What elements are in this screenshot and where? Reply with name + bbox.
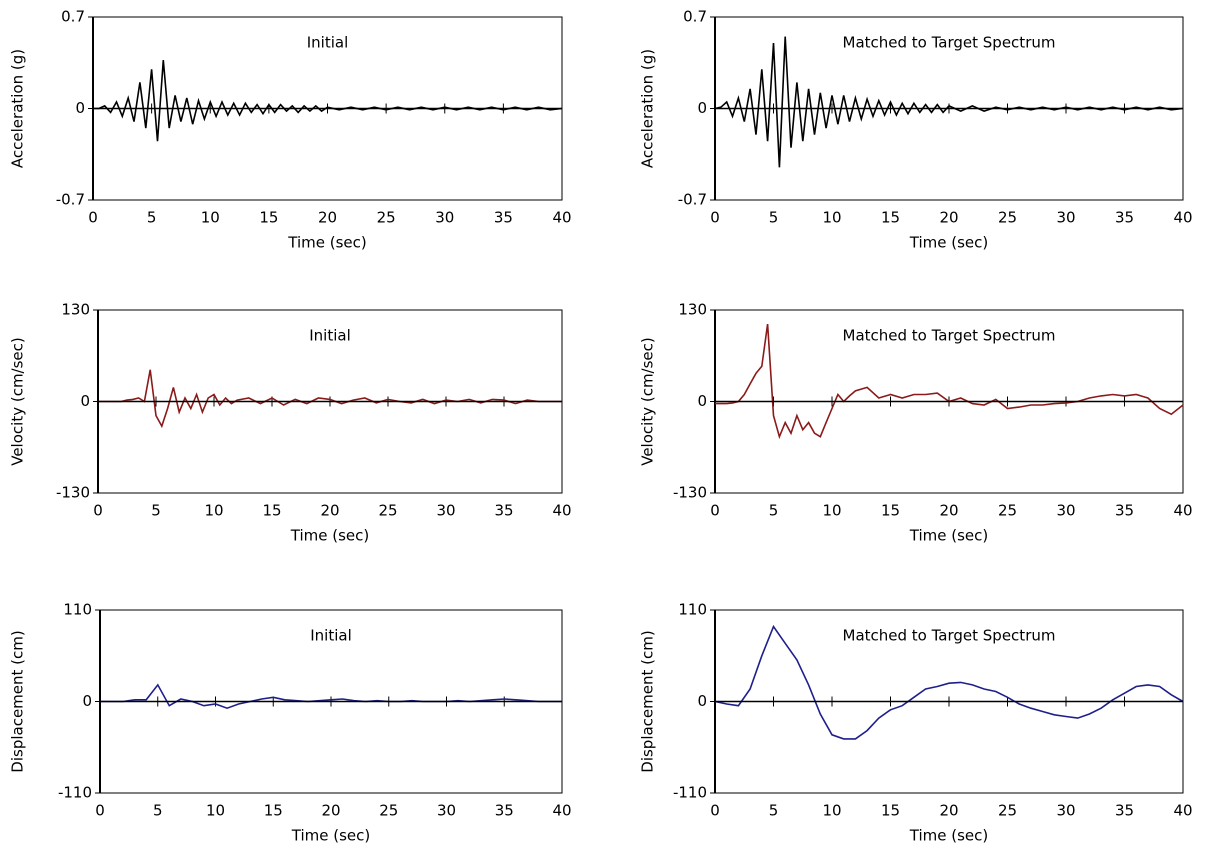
annotation: Matched to Target Spectrum (843, 34, 1056, 52)
x-tick-label: 5 (153, 802, 163, 820)
x-tick-label: 15 (262, 502, 281, 520)
x-axis-label: Time (sec) (909, 527, 988, 545)
x-tick-label: 30 (435, 209, 454, 227)
x-axis-label: Time (sec) (909, 234, 988, 252)
x-tick-label: 0 (95, 802, 105, 820)
y-axis-label: Displacement (cm) (9, 630, 27, 772)
x-tick-label: 5 (769, 209, 779, 227)
x-axis-label: Time (sec) (909, 827, 988, 845)
x-tick-label: 10 (822, 502, 841, 520)
x-tick-label: 5 (151, 502, 161, 520)
x-tick-label: 0 (88, 209, 98, 227)
x-tick-label: 25 (998, 802, 1017, 820)
x-tick-label: 15 (259, 209, 278, 227)
x-tick-label: 25 (378, 502, 397, 520)
x-tick-label: 0 (93, 502, 103, 520)
y-axis-label: Velocity (cm/sec) (9, 337, 27, 466)
x-tick-label: 10 (204, 502, 223, 520)
x-tick-label: 35 (1115, 209, 1134, 227)
y-tick-label: 0.7 (61, 8, 85, 26)
x-tick-label: 25 (377, 209, 396, 227)
x-tick-label: 20 (939, 502, 958, 520)
annotation: Matched to Target Spectrum (843, 327, 1056, 345)
x-tick-label: 0 (710, 502, 720, 520)
x-tick-label: 5 (769, 502, 779, 520)
x-tick-label: 20 (939, 209, 958, 227)
series-line (714, 36, 1184, 168)
x-tick-label: 20 (939, 802, 958, 820)
x-tick-label: 10 (822, 802, 841, 820)
y-tick-label: 0 (80, 392, 90, 410)
x-tick-label: 35 (494, 502, 513, 520)
x-tick-label: 35 (1115, 802, 1134, 820)
y-axis-label: Acceleration (g) (639, 49, 657, 168)
x-tick-label: 5 (147, 209, 157, 227)
x-tick-label: 25 (998, 502, 1017, 520)
x-tick-label: 0 (710, 802, 720, 820)
x-tick-label: 15 (881, 502, 900, 520)
x-tick-label: 30 (437, 802, 456, 820)
y-tick-label: 0 (697, 392, 707, 410)
y-tick-label: 0 (697, 99, 707, 117)
x-tick-label: 10 (206, 802, 225, 820)
y-tick-label: -0.7 (678, 191, 707, 209)
x-tick-label: 40 (552, 209, 571, 227)
x-tick-label: 40 (1173, 209, 1192, 227)
annotation: Matched to Target Spectrum (843, 627, 1056, 645)
x-tick-label: 15 (264, 802, 283, 820)
x-tick-label: 30 (1056, 502, 1075, 520)
x-tick-label: 15 (881, 802, 900, 820)
y-tick-label: 0 (75, 99, 85, 117)
x-tick-label: 5 (769, 802, 779, 820)
y-tick-label: 0 (697, 692, 707, 710)
series-line (714, 624, 1184, 740)
y-tick-label: -110 (58, 784, 92, 802)
y-tick-label: 110 (678, 601, 707, 619)
x-tick-label: 15 (881, 209, 900, 227)
x-tick-label: 35 (494, 209, 513, 227)
x-tick-label: 0 (710, 209, 720, 227)
x-tick-label: 30 (1056, 802, 1075, 820)
y-tick-label: -0.7 (56, 191, 85, 209)
x-tick-label: 35 (1115, 502, 1134, 520)
x-tick-label: 35 (495, 802, 514, 820)
series-line (715, 323, 1184, 440)
y-tick-label: 0 (82, 692, 92, 710)
y-axis-label: Displacement (cm) (639, 630, 657, 772)
x-axis-label: Time (sec) (290, 527, 369, 545)
y-tick-label: 110 (63, 601, 92, 619)
y-tick-label: -130 (673, 484, 707, 502)
annotation: Initial (307, 34, 349, 52)
x-tick-label: 20 (318, 209, 337, 227)
y-tick-label: 0.7 (683, 8, 707, 26)
y-axis-label: Velocity (cm/sec) (639, 337, 657, 466)
x-tick-label: 20 (321, 802, 340, 820)
x-axis-label: Time (sec) (291, 827, 370, 845)
x-tick-label: 40 (552, 802, 571, 820)
y-tick-label: -130 (56, 484, 90, 502)
y-tick-label: 130 (678, 301, 707, 319)
y-axis-label: Acceleration (g) (9, 49, 27, 168)
x-tick-label: 40 (1173, 502, 1192, 520)
x-axis-label: Time (sec) (287, 234, 366, 252)
x-tick-label: 40 (1173, 802, 1192, 820)
series-line (93, 60, 563, 142)
annotation: Initial (309, 327, 351, 345)
x-tick-label: 25 (379, 802, 398, 820)
x-tick-label: 25 (998, 209, 1017, 227)
y-tick-label: -110 (673, 784, 707, 802)
x-tick-label: 10 (201, 209, 220, 227)
y-tick-label: 130 (61, 301, 90, 319)
x-tick-label: 30 (436, 502, 455, 520)
annotation: Initial (310, 627, 352, 645)
x-tick-label: 40 (552, 502, 571, 520)
x-tick-label: 20 (320, 502, 339, 520)
x-tick-label: 30 (1056, 209, 1075, 227)
x-tick-label: 10 (822, 209, 841, 227)
